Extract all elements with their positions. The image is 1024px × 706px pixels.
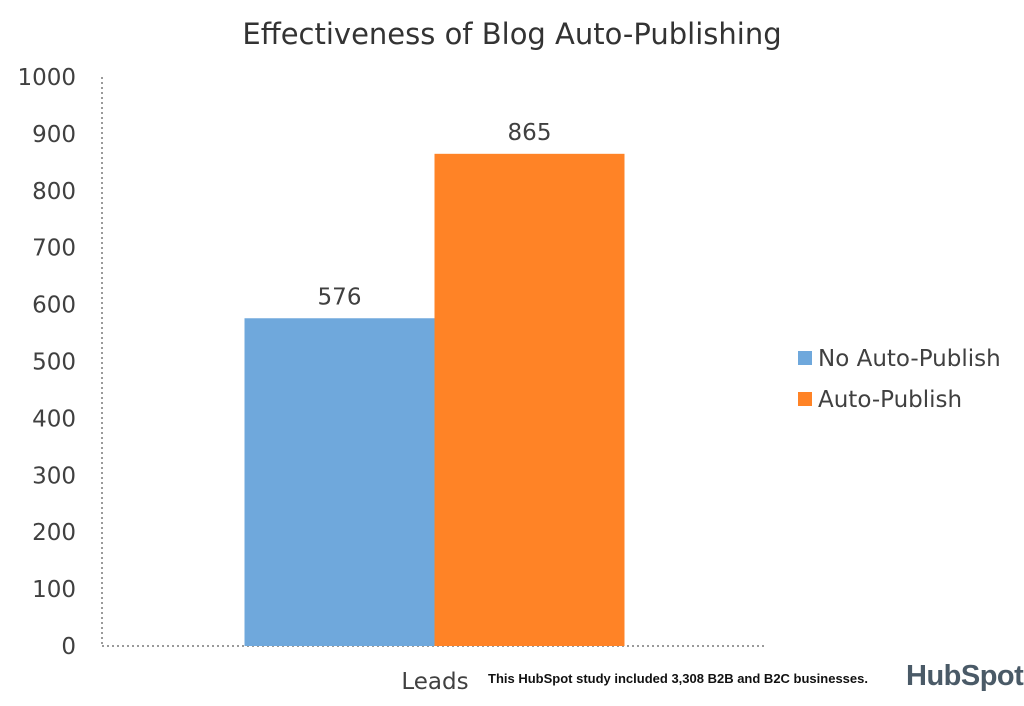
- y-tick-label: 400: [32, 406, 76, 432]
- footnote: This HubSpot study included 3,308 B2B an…: [488, 671, 868, 686]
- y-tick-label: 100: [32, 577, 76, 603]
- chart-title: Effectiveness of Blog Auto-Publishing: [242, 17, 781, 51]
- bar-no-auto-publish: [244, 318, 435, 646]
- data-label: 865: [508, 120, 552, 146]
- legend-swatch: [798, 392, 812, 406]
- legend-swatch: [798, 351, 812, 365]
- y-tick-label: 200: [32, 520, 76, 546]
- legend-label: No Auto-Publish: [818, 346, 1001, 372]
- y-tick-label: 0: [61, 634, 76, 660]
- x-category-label: Leads: [401, 669, 468, 695]
- data-label: 576: [318, 284, 362, 310]
- y-tick-label: 500: [32, 350, 76, 376]
- y-tick-label: 1000: [17, 65, 76, 91]
- y-tick-label: 700: [32, 236, 76, 262]
- hubspot-logo: HubSpot: [906, 660, 1024, 693]
- hubspot-wordmark: HubSpot: [906, 660, 1024, 692]
- y-tick-label: 900: [32, 122, 76, 148]
- legend-label: Auto-Publish: [818, 387, 962, 413]
- y-tick-label: 600: [32, 293, 76, 319]
- bar-auto-publish: [434, 153, 625, 646]
- y-tick-label: 800: [32, 179, 76, 205]
- y-tick-label: 300: [32, 463, 76, 489]
